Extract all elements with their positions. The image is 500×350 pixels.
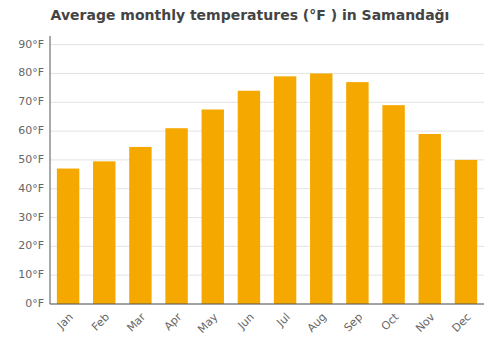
x-axis-ticks: Jan Feb Mar Apr May Jun Jul Aug Sep Oct Nov Dec: [54, 310, 474, 336]
bars: [57, 73, 477, 304]
y-tick-label: 80°F: [18, 66, 44, 79]
grid-line: [50, 102, 484, 103]
grid-line: [50, 44, 484, 45]
x-tick-label: Nov: [413, 310, 438, 335]
x-tick-label: Jan: [54, 311, 76, 333]
grid: [50, 45, 484, 304]
bar: [238, 91, 260, 304]
y-axis-line: [50, 36, 51, 304]
y-tick-label: 40°F: [18, 182, 44, 195]
x-tick-label: Mar: [124, 310, 148, 334]
grid-line: [50, 73, 484, 74]
y-tick-label: 90°F: [18, 38, 44, 51]
x-tick-label: Jun: [235, 311, 257, 333]
title: Average monthly temperatures (°F ) in Sa…: [51, 7, 450, 23]
y-tick-label: 30°F: [18, 211, 44, 224]
x-tick-label: Sep: [341, 311, 365, 335]
bar: [57, 169, 79, 304]
x-tick-label: Aug: [305, 311, 329, 335]
bar: [382, 105, 404, 304]
bar: [310, 73, 332, 304]
chart-container: 0°F 10°F 20°F 30°F 40°F 50°F 60°F 70°F 80°F 90°F J…: [0, 0, 500, 350]
grid-line: [50, 131, 484, 132]
bar: [346, 82, 368, 304]
bar: [165, 128, 187, 304]
bar: [455, 160, 477, 304]
y-tick-label: 20°F: [18, 239, 44, 252]
x-axis-line: [50, 304, 484, 305]
bar: [93, 161, 115, 304]
chart: 0°F 10°F 20°F 30°F 40°F 50°F 60°F 70°F 80°F 90°F J…: [0, 0, 500, 350]
x-tick-label: May: [195, 310, 221, 336]
y-tick-label: 0°F: [25, 297, 44, 310]
y-tick-label: 50°F: [18, 153, 44, 166]
bar: [274, 76, 296, 304]
grid-line: [50, 304, 484, 305]
x-tick-label: Oct: [379, 310, 402, 333]
y-axis-ticks: 0°F 10°F 20°F 30°F 40°F 50°F 60°F 70°F 80°F 90°F: [18, 38, 44, 310]
x-tick-label: Jul: [274, 311, 293, 330]
x-tick-label: Dec: [449, 311, 473, 335]
y-tick-label: 70°F: [18, 95, 44, 108]
y-tick-label: 60°F: [18, 124, 44, 137]
x-tick-label: Feb: [89, 311, 112, 334]
bar: [129, 147, 151, 304]
y-tick-label: 10°F: [18, 268, 44, 281]
bar: [419, 134, 441, 304]
bar: [202, 109, 224, 304]
x-tick-label: Apr: [162, 310, 185, 333]
